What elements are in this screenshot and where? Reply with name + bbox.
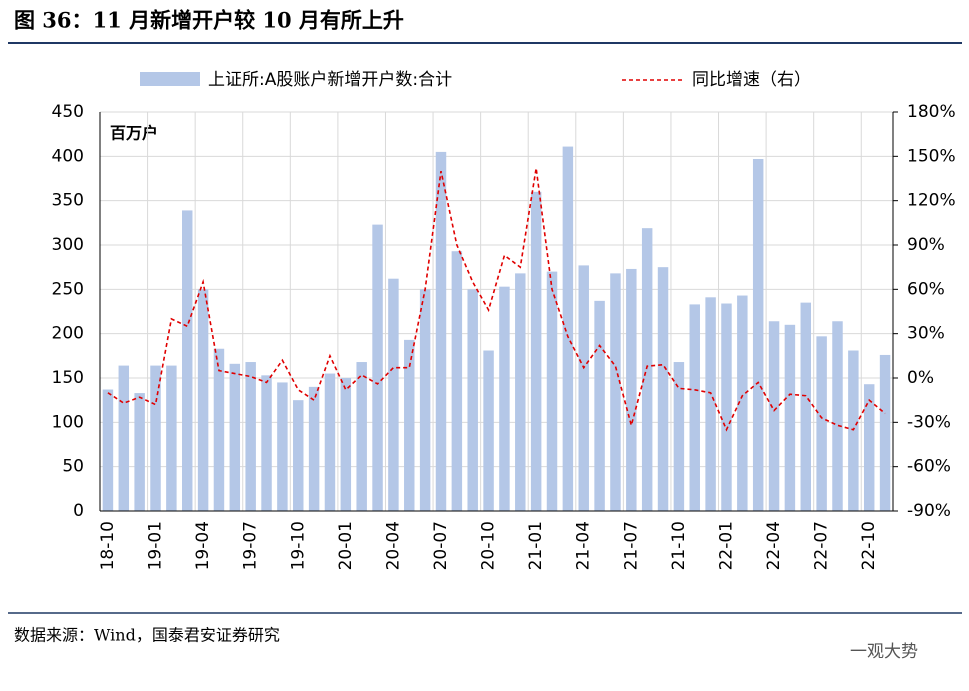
bar	[546, 271, 558, 511]
x-tick-label: 19-04	[193, 521, 213, 570]
bar	[752, 158, 764, 511]
x-tick-label: 19-07	[241, 521, 261, 570]
legend-label: 上证所:A股账户新增开户数:合计	[208, 70, 452, 90]
bar	[197, 289, 209, 511]
bar	[181, 210, 193, 512]
x-tick-label: 19-10	[288, 521, 308, 570]
x-tick-label: 21-10	[669, 521, 689, 570]
unit-label: 百万户	[110, 124, 158, 143]
bar	[610, 273, 621, 511]
y2-tick-label: 30%	[907, 324, 945, 344]
x-tick-label: 19-01	[146, 521, 166, 570]
bar	[641, 228, 653, 512]
bar	[863, 384, 875, 511]
y2-tick-label: 90%	[907, 235, 945, 255]
bar	[308, 386, 320, 511]
y2-tick-label: 180%	[907, 102, 956, 122]
y-tick-label: 0	[73, 501, 84, 521]
bar	[102, 389, 114, 511]
bar	[784, 324, 796, 511]
x-tick-label: 21-01	[526, 521, 546, 570]
bar	[213, 348, 225, 511]
bar	[118, 365, 130, 511]
bar	[229, 363, 241, 511]
bar	[530, 191, 542, 512]
x-tick-label: 22-01	[716, 521, 736, 570]
bar	[515, 273, 526, 511]
bar	[657, 267, 669, 511]
x-tick-label: 22-10	[859, 521, 879, 570]
y-tick-label: 450	[52, 102, 84, 122]
bar	[848, 350, 859, 511]
line	[107, 168, 886, 432]
bar	[768, 321, 780, 511]
bar	[594, 300, 605, 511]
x-tick-label: 18-10	[98, 521, 118, 570]
bar	[404, 339, 415, 511]
x-tick-label: 20-07	[431, 521, 451, 570]
y-tick-label: 100	[52, 412, 84, 432]
bar	[166, 365, 177, 511]
bar	[499, 286, 510, 511]
bar	[388, 278, 399, 511]
bar	[705, 297, 716, 511]
x-tick-label: 21-07	[621, 521, 641, 570]
x-tick-label: 22-04	[764, 521, 784, 570]
bar	[245, 362, 256, 511]
x-tick-label: 20-04	[383, 521, 403, 570]
y-tick-label: 150	[52, 368, 84, 388]
y2-tick-label: -60%	[907, 457, 951, 477]
y2-tick-label: -90%	[907, 501, 951, 521]
y2-tick-label: -30%	[907, 412, 951, 432]
bar	[467, 289, 478, 511]
bar	[134, 393, 145, 511]
source: 数据来源：Wind，国泰君安证券研究	[14, 626, 280, 645]
bar	[578, 265, 589, 511]
bar	[832, 321, 843, 511]
chart-title: 图 36：11 月新增开户较 10 月有所上升	[14, 8, 404, 33]
bar	[483, 350, 494, 511]
bar	[277, 382, 288, 511]
x-tick-label: 22-07	[812, 521, 832, 570]
y-tick-label: 350	[52, 191, 84, 211]
bar	[435, 151, 447, 511]
bar	[372, 224, 383, 511]
legend-swatch	[140, 72, 200, 86]
watermark: 一观大势	[850, 642, 918, 662]
bar	[800, 302, 812, 511]
bar	[419, 289, 431, 511]
bar	[626, 268, 637, 511]
bar	[261, 375, 272, 511]
y2-tick-label: 0%	[907, 368, 934, 388]
y-tick-label: 250	[52, 279, 84, 299]
bar	[737, 295, 748, 511]
bar	[879, 354, 891, 511]
bar	[324, 373, 336, 511]
x-tick-label: 20-01	[336, 521, 356, 570]
y-tick-label: 300	[52, 235, 84, 255]
bar	[451, 251, 463, 511]
y2-tick-label: 60%	[907, 279, 945, 299]
bar	[673, 362, 685, 511]
bar	[816, 336, 827, 511]
legend-label: 同比增速（右）	[692, 70, 811, 90]
y-tick-label: 50	[62, 457, 84, 477]
y2-tick-label: 150%	[907, 146, 956, 166]
x-tick-label: 21-04	[574, 521, 594, 570]
y2-tick-label: 120%	[907, 191, 956, 211]
bar	[293, 400, 304, 511]
y-tick-label: 400	[52, 146, 84, 166]
x-tick-label: 20-10	[479, 521, 499, 570]
bar	[340, 378, 352, 511]
bar	[689, 304, 700, 511]
y-tick-label: 200	[52, 324, 84, 344]
bar	[150, 365, 161, 511]
bar	[356, 362, 367, 511]
bar	[721, 303, 732, 511]
bar	[562, 146, 574, 511]
